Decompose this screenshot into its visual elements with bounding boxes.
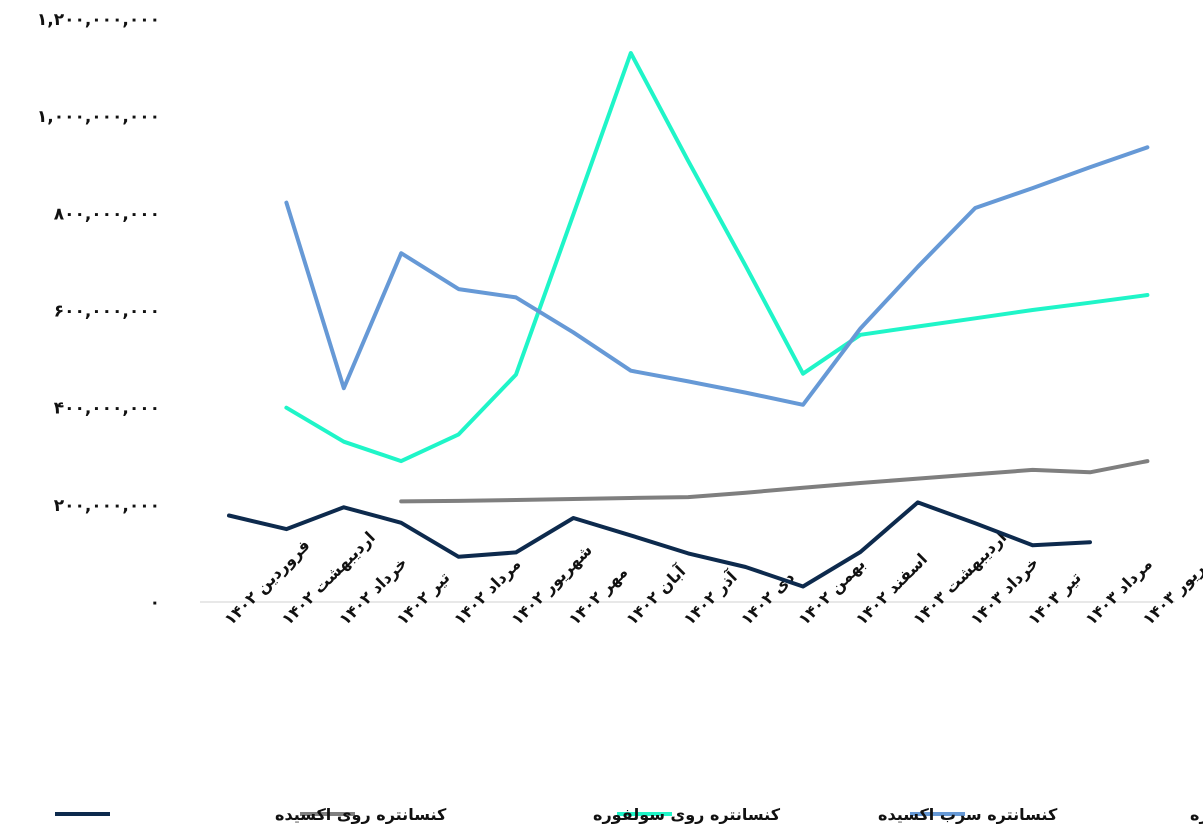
series-line-4 [284,145,1150,407]
x-tick-label: تیر ۱۴۰۲ [393,568,454,629]
legend-label: کنسانتره روی سولفوره [593,805,781,824]
x-tick-label: آبان ۱۴۰۲ [621,561,689,629]
series-lines [227,51,1150,589]
x-tick-label: دی ۱۴۰۲ [737,568,798,629]
y-tick-label: ۴۰۰,۰۰۰,۰۰۰ [54,399,160,419]
legend: کنسانتره سرب سولفوره کنسانتره سرب اکسیده ک… [55,805,1203,824]
y-tick-label: ۱,۲۰۰,۰۰۰,۰۰۰ [37,10,160,30]
legend-label: کنسانتره روی اکسیده [275,805,447,824]
y-tick-label: ۶۰۰,۰۰۰,۰۰۰ [54,302,160,322]
legend-label: کنسانتره سرب اکسیده [878,805,1058,824]
series-line-2 [399,459,1150,504]
x-tick-label: شهریور ۱۴۰۳ [1139,540,1203,628]
series-line-1 [227,500,1092,589]
legend-label: کنسانتره سرب سولفوره [1190,805,1203,824]
y-tick-label: ۲۰۰,۰۰۰,۰۰۰ [54,496,160,516]
x-tick-label: تیر ۱۴۰۳ [1024,568,1085,629]
y-tick-label: ۸۰۰,۰۰۰,۰۰۰ [54,204,160,224]
y-tick-label: ۰ [150,593,160,613]
y-tick-label: ۱,۰۰۰,۰۰۰,۰۰۰ [37,107,160,127]
series-line-3 [284,51,1150,464]
y-axis-tick-labels: ۰ ۲۰۰,۰۰۰,۰۰۰ ۴۰۰,۰۰۰,۰۰۰ ۶۰۰,۰۰۰,۰۰۰ ۸۰۰,۰۰… [37,10,160,613]
